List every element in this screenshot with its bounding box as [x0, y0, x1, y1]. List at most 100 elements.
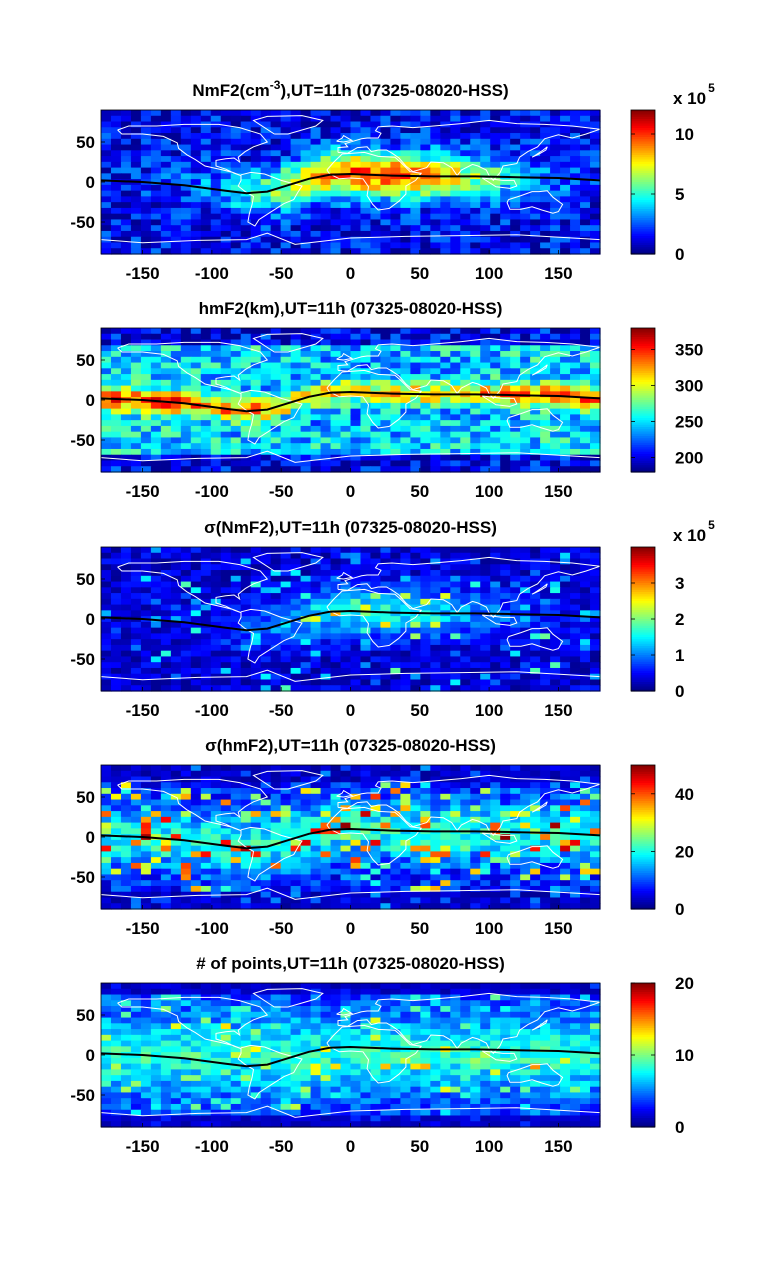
heatmap-cell — [560, 345, 571, 352]
heatmap-cell — [410, 333, 421, 341]
heatmap-cell — [500, 219, 511, 226]
heatmap-cell — [360, 219, 372, 226]
heatmap-cell — [530, 770, 541, 778]
heatmap-cell — [180, 236, 192, 244]
heatmap-cell — [130, 673, 142, 681]
heatmap-cell — [440, 351, 451, 358]
heatmap-cell — [310, 196, 322, 203]
heatmap-cell — [200, 828, 212, 835]
heatmap-cell — [570, 443, 581, 450]
heatmap-cell — [520, 156, 531, 163]
coastline — [337, 119, 600, 182]
heatmap-cell — [130, 805, 142, 812]
heatmap-cell — [390, 402, 401, 410]
heatmap-cell — [140, 173, 152, 180]
heatmap-cell — [160, 420, 172, 427]
heatmap-cell — [110, 610, 122, 617]
heatmap-cell — [400, 362, 411, 369]
heatmap-cell — [360, 765, 372, 772]
heatmap-cell — [110, 219, 122, 226]
heatmap-cell — [360, 667, 372, 675]
heatmap-cell — [590, 547, 601, 554]
heatmap-cell — [520, 679, 531, 686]
heatmap-cell — [250, 328, 262, 335]
heatmap-cell — [430, 339, 441, 346]
heatmap-cell — [550, 437, 561, 444]
heatmap-cell — [120, 385, 132, 392]
heatmap-cell — [410, 133, 421, 140]
heatmap-cell — [500, 345, 511, 352]
heatmap-cell — [160, 885, 172, 893]
heatmap-cell — [420, 662, 431, 669]
heatmap-cell — [220, 121, 232, 128]
heatmap-cell — [410, 845, 421, 852]
heatmap-cell — [350, 885, 362, 893]
heatmap-cell — [290, 839, 302, 847]
heatmap-cell — [210, 765, 222, 772]
heatmap-cell — [490, 564, 501, 571]
heatmap-cell — [330, 575, 342, 583]
heatmap-cell — [410, 161, 421, 169]
heatmap-cell — [140, 408, 152, 415]
heatmap-cell — [170, 328, 182, 335]
heatmap-cell — [200, 190, 212, 197]
heatmap-cell — [560, 868, 571, 876]
heatmap-cell — [420, 333, 431, 341]
heatmap-cell — [120, 793, 132, 801]
heatmap-cell — [280, 834, 292, 841]
heatmap-cell — [250, 593, 262, 600]
heatmap-cell — [340, 822, 352, 829]
heatmap-cell — [101, 598, 112, 606]
heatmap-cell — [290, 598, 302, 606]
heatmap-cell — [300, 351, 312, 358]
heatmap-cell — [340, 127, 352, 134]
heatmap-cell — [180, 230, 192, 238]
heatmap-cell — [230, 845, 242, 852]
heatmap-cell — [470, 167, 481, 174]
heatmap-cell — [590, 598, 601, 606]
heatmap-cell — [390, 202, 401, 209]
heatmap-cell — [101, 219, 112, 226]
heatmap-cell — [240, 184, 252, 192]
heatmap-cell — [180, 874, 192, 881]
heatmap-cell — [240, 414, 252, 421]
heatmap-cell — [520, 656, 531, 663]
heatmap-cell — [410, 339, 421, 346]
heatmap-cell — [180, 161, 192, 169]
heatmap-cell — [500, 144, 511, 151]
heatmap-cell — [180, 397, 192, 404]
heatmap-cell — [370, 144, 382, 151]
heatmap-cell — [420, 115, 431, 123]
heatmap-cell — [290, 558, 302, 565]
heatmap-cell — [190, 547, 202, 554]
heatmap-cell — [190, 443, 202, 450]
heatmap-cell — [280, 161, 292, 169]
heatmap-cell — [570, 328, 581, 335]
heatmap-cell — [380, 799, 392, 806]
heatmap-cell — [150, 547, 162, 554]
heatmap-cell — [220, 425, 232, 433]
heatmap-cell — [380, 547, 392, 554]
heatmap-cell — [340, 627, 352, 634]
heatmap-cell — [210, 570, 222, 577]
heatmap-cell — [300, 466, 312, 473]
heatmap-cell — [170, 127, 182, 134]
heatmap-cell — [140, 667, 152, 675]
heatmap-cell — [250, 598, 262, 606]
heatmap-cell — [460, 885, 471, 893]
heatmap-cell — [450, 127, 461, 134]
heatmap-cell — [540, 391, 551, 398]
heatmap-cell — [430, 397, 441, 404]
heatmap-cell — [470, 454, 481, 462]
heatmap-cell — [370, 880, 382, 887]
heatmap-cell — [470, 448, 481, 456]
coastline — [326, 369, 423, 429]
heatmap-cell — [140, 420, 152, 427]
heatmap-cell — [480, 570, 491, 577]
heatmap-cell — [190, 644, 202, 652]
heatmap-cell — [130, 127, 142, 134]
heatmap-cell — [330, 408, 342, 415]
heatmap-cell — [490, 616, 501, 623]
heatmap-cell — [360, 161, 372, 169]
heatmap-cell — [130, 167, 142, 174]
